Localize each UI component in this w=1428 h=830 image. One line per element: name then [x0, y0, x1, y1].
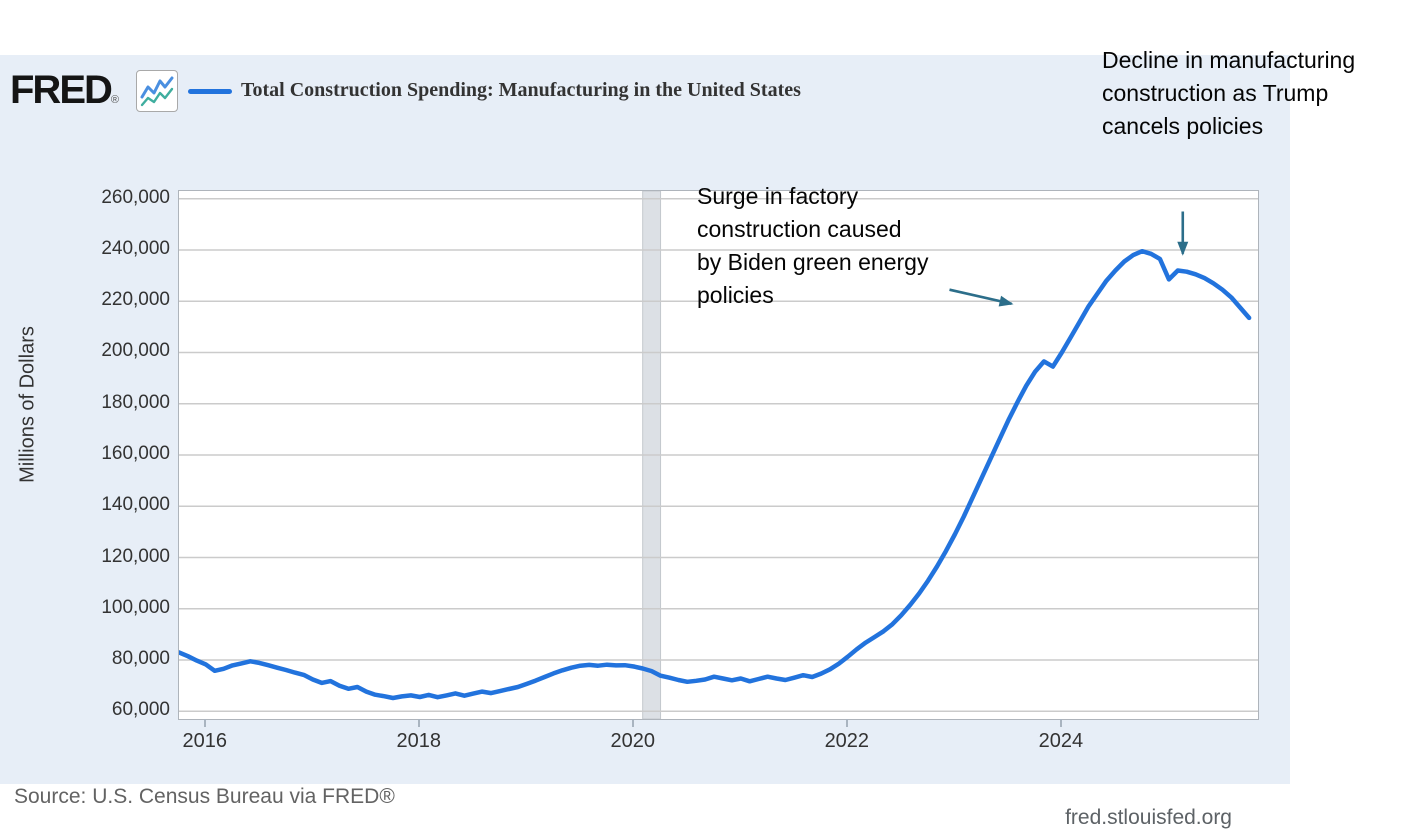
y-tick-label: 60,000 — [111, 699, 170, 721]
fred-sparkline-icon — [136, 70, 178, 112]
y-tick-label: 80,000 — [111, 648, 170, 670]
y-tick-label: 140,000 — [101, 494, 170, 516]
y-tick-label: 120,000 — [101, 545, 170, 567]
surge-arrow-head — [998, 295, 1014, 307]
y-axis-title: Millions of Dollars — [16, 326, 39, 483]
legend-line-swatch — [188, 89, 232, 94]
series-title: Total Construction Spending: Manufacturi… — [241, 79, 801, 101]
decline-arrow-head — [1177, 241, 1189, 256]
y-tick-label: 180,000 — [101, 391, 170, 413]
chart-canvas — [179, 191, 1258, 719]
chart-header: FRED® Total Construction Spending: Manuf… — [0, 55, 1290, 115]
y-tick-label: 160,000 — [101, 443, 170, 464]
registered-mark-icon: ® — [110, 94, 119, 106]
x-tick-mark — [1059, 719, 1062, 727]
fred-url-watermark: fred.stlouisfed.org — [1065, 806, 1232, 829]
annotation-decline-text: Decline in manufacturing construction as… — [1102, 47, 1356, 139]
x-tick-mark — [203, 719, 206, 727]
annotation-surge-text: Surge in factory construction caused by … — [697, 183, 929, 308]
y-tick-label: 100,000 — [101, 596, 170, 618]
y-tick-label: 240,000 — [101, 237, 170, 259]
x-tick-label: 2018 — [396, 730, 442, 752]
y-tick-label: 260,000 — [101, 186, 170, 208]
y-tick-label: 200,000 — [101, 340, 170, 362]
data-line — [179, 248, 1252, 701]
fred-logo: FRED® — [10, 68, 119, 113]
x-tick-label: 2020 — [610, 730, 656, 752]
x-tick-mark — [845, 719, 848, 727]
x-tick-label: 2016 — [182, 730, 228, 752]
y-tick-label: 220,000 — [101, 289, 170, 311]
fred-chart-panel: FRED® Total Construction Spending: Manuf… — [0, 55, 1290, 829]
x-tick-mark — [417, 719, 420, 727]
x-tick-label: 2024 — [1038, 730, 1084, 752]
fred-logo-text: FRED — [10, 68, 113, 112]
x-tick-label: 2022 — [824, 730, 870, 752]
chart-plot-area — [178, 190, 1259, 720]
x-tick-mark — [631, 719, 634, 727]
source-note: Source: U.S. Census Bureau via FRED® — [14, 785, 395, 808]
